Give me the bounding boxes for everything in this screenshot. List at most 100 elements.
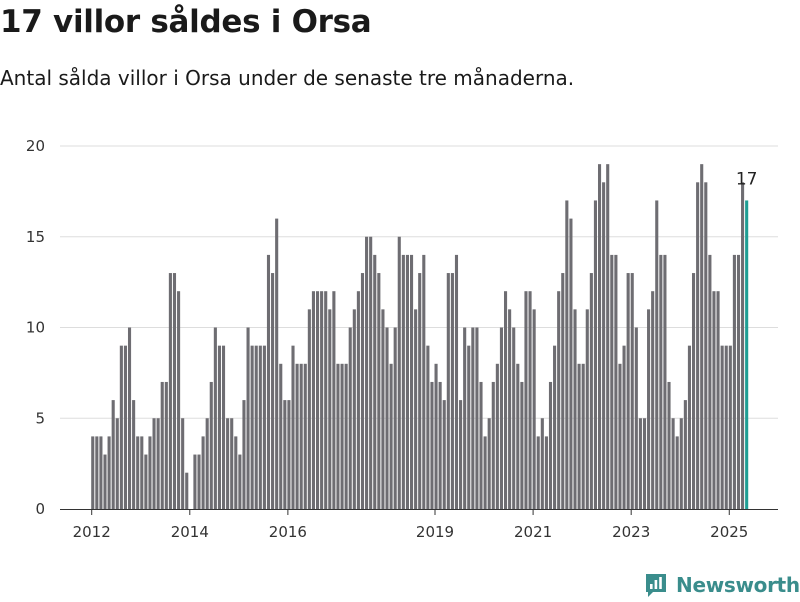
highlight-value-label: 17 (736, 169, 758, 189)
bar (512, 327, 516, 509)
bar (724, 345, 728, 509)
bar (630, 273, 634, 509)
bar (736, 254, 741, 509)
axes (60, 509, 778, 515)
bar (209, 381, 213, 509)
bar (303, 363, 307, 509)
bar (230, 418, 234, 509)
bar (467, 345, 471, 509)
bar (140, 436, 144, 509)
bar (422, 254, 426, 509)
bar (226, 418, 230, 509)
x-tick-label-2012: 2012 (73, 523, 111, 541)
bar (238, 454, 242, 509)
bar (691, 273, 696, 509)
bar (217, 345, 221, 509)
x-tick-label-2014: 2014 (171, 523, 209, 541)
bar (262, 345, 266, 509)
bar (385, 327, 389, 509)
bar (606, 164, 610, 509)
bar (536, 436, 540, 509)
bar (111, 400, 115, 509)
bar (356, 291, 360, 509)
bar (91, 436, 95, 509)
bar (271, 273, 275, 509)
bar (320, 291, 324, 509)
bar (307, 309, 311, 509)
bar (373, 254, 377, 509)
bar (720, 345, 724, 509)
bar (638, 418, 642, 509)
y-tick-label-5: 5 (35, 409, 45, 427)
bar (246, 327, 250, 509)
bar (107, 436, 111, 509)
bar (99, 436, 103, 509)
bar (614, 254, 618, 509)
bar (593, 200, 597, 509)
bar (446, 273, 450, 509)
bar (581, 363, 585, 509)
bar (136, 436, 140, 509)
labels: 0 5 10 15 20 17 2012 2014 2016 2019 2021 2023 2025 (26, 137, 758, 541)
brand-name: Newsworthy (676, 573, 800, 597)
bar (618, 363, 622, 509)
bar (626, 273, 630, 509)
bar (577, 363, 581, 509)
bar (450, 273, 454, 509)
bar (471, 327, 475, 509)
bar (369, 236, 373, 509)
bar (250, 345, 254, 509)
bar (197, 454, 201, 509)
bar (561, 273, 565, 509)
bar (164, 381, 168, 509)
bar (258, 345, 262, 509)
bar (254, 345, 258, 509)
bar (532, 309, 536, 509)
x-tick-label-2016: 2016 (269, 523, 307, 541)
bar (201, 436, 205, 509)
bar (696, 182, 700, 510)
bar (295, 363, 299, 509)
bar (487, 418, 491, 509)
bar (132, 400, 136, 509)
bar (491, 381, 495, 509)
bar (324, 291, 328, 509)
x-tick-label-2025: 2025 (710, 523, 748, 541)
bar (205, 418, 209, 509)
y-tick-label-0: 0 (35, 500, 45, 518)
bar (193, 454, 197, 509)
bar (516, 363, 520, 509)
bar (499, 327, 503, 509)
bar (651, 291, 655, 509)
bar (585, 309, 589, 509)
bar (360, 273, 365, 509)
y-tick-label-20: 20 (26, 137, 45, 155)
bar (426, 345, 430, 509)
bar (418, 273, 422, 509)
bar-chart: 0 5 10 15 20 17 2012 2014 2016 2019 2021 2023 2025 (26, 137, 778, 541)
bar (475, 327, 479, 509)
bar (401, 254, 405, 509)
bar (479, 381, 483, 509)
bar (544, 436, 548, 509)
page-subtitle: Antal sålda villor i Orsa under de senas… (0, 66, 575, 90)
bar (622, 345, 626, 509)
bar (610, 254, 614, 509)
bar (667, 381, 671, 509)
bar (557, 291, 561, 509)
bar (663, 254, 667, 509)
bar (442, 400, 446, 509)
bar (728, 345, 732, 509)
bar (565, 200, 569, 509)
bar (287, 400, 291, 509)
bar (687, 345, 691, 509)
newsworthy-logo-icon (644, 572, 668, 598)
bar (540, 418, 544, 509)
bar (430, 381, 434, 509)
bar (234, 436, 238, 509)
bar (602, 182, 606, 510)
bar (655, 200, 659, 509)
bar (156, 418, 160, 509)
bars (91, 164, 749, 510)
bar (597, 164, 602, 509)
